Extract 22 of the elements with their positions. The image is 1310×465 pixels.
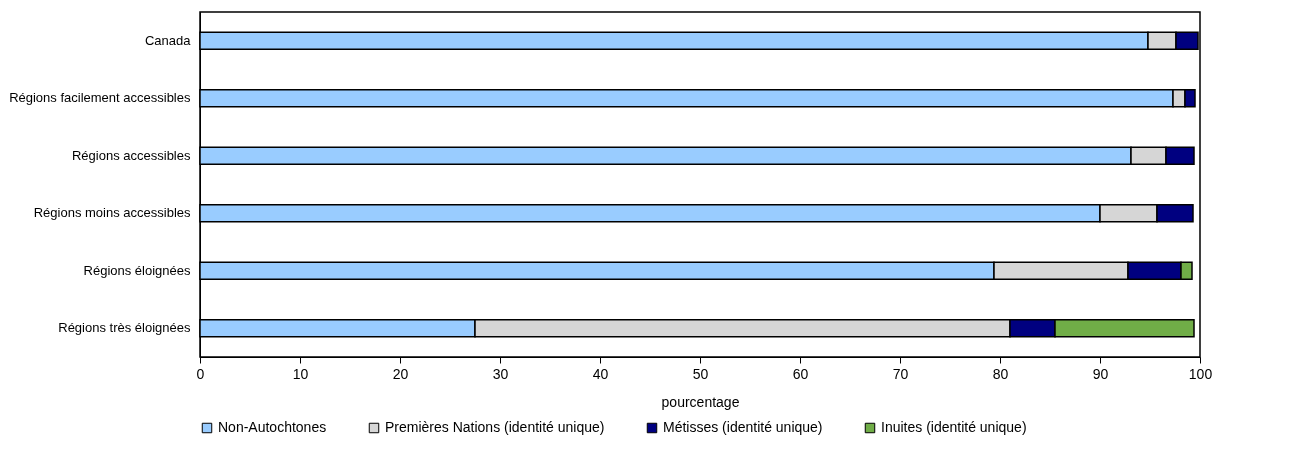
- x-tick-label: 100: [1188, 365, 1213, 382]
- y-tick-label: Régions moins accessibles: [33, 205, 191, 221]
- x-axis-title: pourcentage: [661, 393, 740, 410]
- x-tick-label: 80: [992, 365, 1009, 382]
- y-tick-label: Régions très éloignées: [58, 320, 191, 336]
- y-tick-label: Régions facilement accessibles: [9, 90, 191, 106]
- y-tick-label: Régions accessibles: [71, 147, 191, 163]
- x-tick-label: 40: [592, 365, 609, 382]
- legend-label: Inuites (identité unique): [881, 419, 1027, 435]
- y-tick-label: Canada: [144, 32, 192, 48]
- x-tick-label: 50: [692, 365, 709, 382]
- x-tick-label: 70: [892, 365, 909, 382]
- x-tick-label: 60: [792, 365, 809, 382]
- legend-label: Non-Autochtones: [218, 419, 327, 435]
- legend-label: Métisses (identité unique): [663, 419, 823, 435]
- x-tick-label: 10: [292, 365, 309, 382]
- x-tick-label: 0: [196, 365, 205, 382]
- y-tick-label: Régions éloignées: [83, 262, 191, 278]
- x-tick-label: 30: [492, 365, 509, 382]
- legend-label: Premières Nations (identité unique): [385, 419, 605, 435]
- x-tick-label: 20: [392, 365, 409, 382]
- x-tick-label: 90: [1092, 365, 1109, 382]
